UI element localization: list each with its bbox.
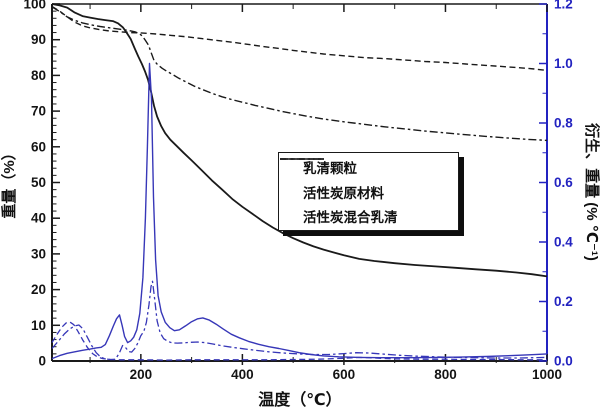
series-curves (51, 3, 548, 361)
y-right-tick-label: 1.2 (554, 0, 573, 12)
legend-line-sample-dashdot (280, 158, 324, 160)
x-tick-label: 200 (130, 367, 153, 382)
y-left-tick-label: 100 (23, 0, 46, 12)
legend-item-2: 活性炭原材料 (280, 158, 458, 202)
x-tick-label: 1000 (532, 367, 562, 382)
y-left-tick-label: 10 (31, 318, 46, 333)
series-right-dashed (51, 321, 547, 361)
x-tick-label: 400 (231, 367, 254, 382)
y-left-axis-title: 重量（%） (0, 145, 18, 218)
y-right-tick-label: 0.4 (554, 235, 573, 250)
legend-label: 活性炭原材料 (303, 185, 384, 201)
series-left-dashed (51, 5, 548, 72)
y-left-tick-label: 0 (38, 354, 46, 369)
y-right-tick-label: 0.8 (554, 116, 573, 131)
y-left-tick-label: 40 (31, 211, 46, 226)
y-left-tick-label: 60 (31, 139, 46, 154)
y-right-tick-label: 0.2 (554, 294, 573, 309)
series-right-dashdot (51, 280, 548, 361)
series-right-solid (51, 62, 548, 360)
y-right-axis-title: 衍生、重量 (% ℃⁻¹) (583, 122, 600, 261)
y-right-tick-label: 0.0 (554, 354, 573, 369)
x-axis-title: 温度（℃） (257, 390, 341, 409)
y-left-tick-label: 70 (31, 104, 46, 119)
series-left-solid (51, 3, 548, 278)
y-left-tick-label: 80 (31, 68, 46, 83)
legend-label: 乳清颗粒 (303, 161, 357, 177)
tick-labels: 200 400 600 800 1000 0 10 20 30 40 50 60 70 80 90 100 0.… (23, 0, 573, 382)
y-left-tick-label: 20 (31, 282, 46, 297)
legend-box: 乳清颗粒活性炭原材料 活性炭混合乳清 (278, 152, 459, 231)
legend-label: 活性炭混合乳清 (303, 209, 398, 225)
y-left-tick-label: 50 (31, 175, 46, 190)
x-tick-label: 800 (434, 367, 457, 382)
y-left-tick-label: 90 (31, 32, 46, 47)
series-left-dashdot (51, 6, 548, 142)
legend-item-3: 活性炭混合乳清 (280, 158, 458, 226)
y-left-tick-label: 30 (31, 246, 46, 261)
x-tick-label: 600 (333, 367, 356, 382)
y-right-tick-label: 1.0 (554, 56, 573, 71)
y-right-tick-label: 0.6 (554, 175, 573, 190)
